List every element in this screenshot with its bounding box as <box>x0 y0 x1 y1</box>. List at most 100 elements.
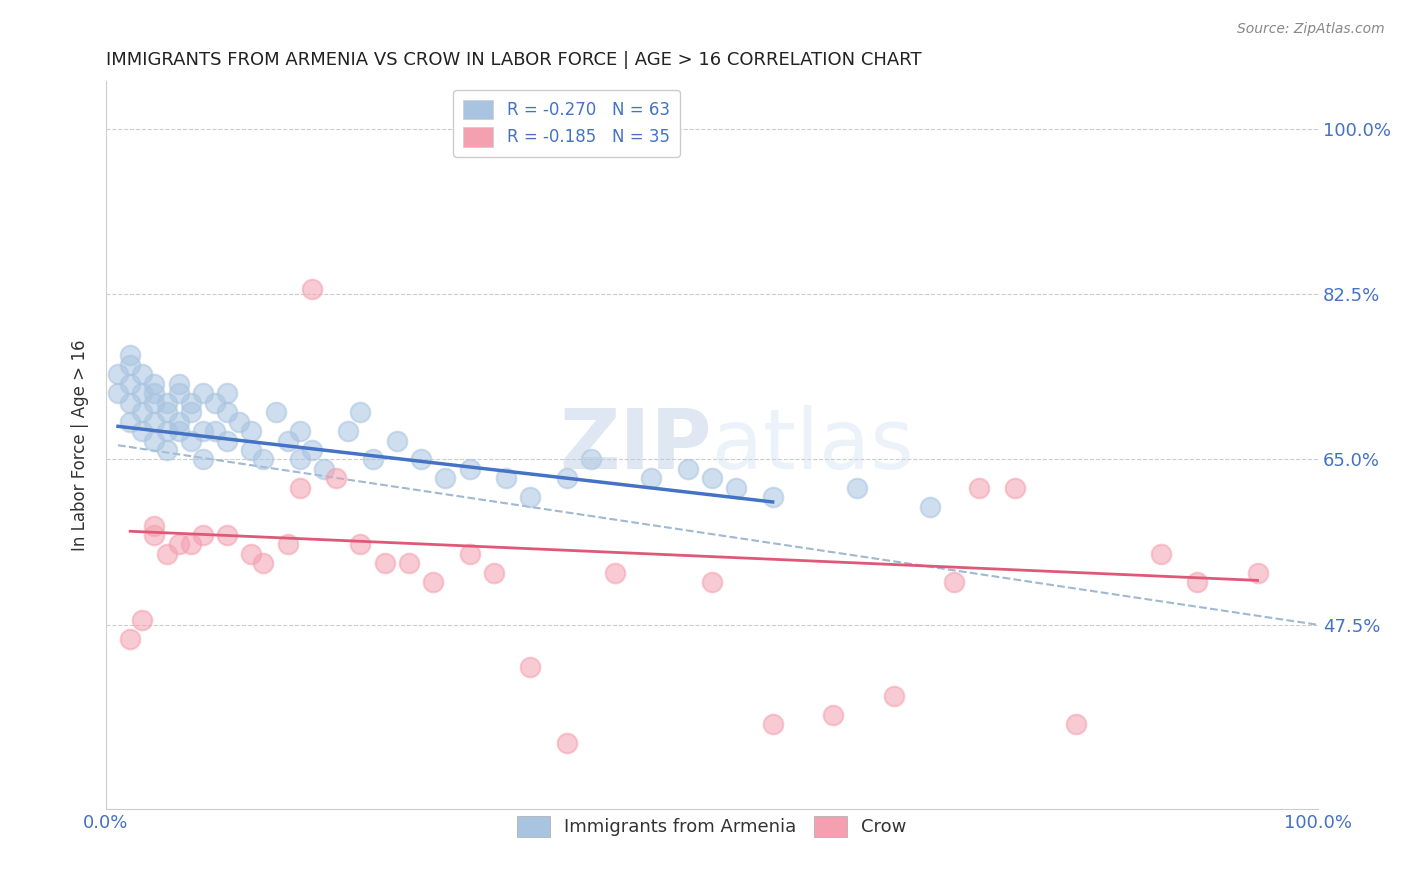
Point <box>120 376 142 391</box>
Point <box>700 471 723 485</box>
Text: atlas: atlas <box>711 405 914 486</box>
Point <box>361 452 384 467</box>
Point <box>458 462 481 476</box>
Point <box>217 434 239 448</box>
Point <box>191 386 214 401</box>
Point <box>579 452 602 467</box>
Point <box>120 358 142 372</box>
Point <box>228 415 250 429</box>
Point <box>482 566 505 580</box>
Point <box>264 405 287 419</box>
Point <box>325 471 347 485</box>
Point <box>120 415 142 429</box>
Point <box>155 442 177 457</box>
Point <box>240 424 263 438</box>
Point <box>434 471 457 485</box>
Point <box>143 395 166 409</box>
Point <box>409 452 432 467</box>
Point <box>288 452 311 467</box>
Point <box>204 395 226 409</box>
Point <box>1064 717 1087 731</box>
Text: Source: ZipAtlas.com: Source: ZipAtlas.com <box>1237 22 1385 37</box>
Legend: Immigrants from Armenia, Crow: Immigrants from Armenia, Crow <box>510 808 914 844</box>
Point <box>252 452 274 467</box>
Point <box>385 434 408 448</box>
Point <box>107 386 129 401</box>
Point <box>883 689 905 703</box>
Point <box>217 405 239 419</box>
Point <box>143 415 166 429</box>
Point <box>277 537 299 551</box>
Point <box>143 434 166 448</box>
Point <box>823 707 845 722</box>
Point <box>131 424 153 438</box>
Point <box>555 471 578 485</box>
Point <box>120 395 142 409</box>
Point <box>398 557 420 571</box>
Point <box>519 660 541 674</box>
Point <box>277 434 299 448</box>
Point <box>131 405 153 419</box>
Point <box>349 405 371 419</box>
Point <box>167 415 190 429</box>
Point <box>640 471 662 485</box>
Point <box>519 490 541 504</box>
Point <box>180 434 202 448</box>
Point <box>288 481 311 495</box>
Point <box>155 395 177 409</box>
Point <box>143 518 166 533</box>
Point <box>180 537 202 551</box>
Point <box>167 424 190 438</box>
Y-axis label: In Labor Force | Age > 16: In Labor Force | Age > 16 <box>72 340 89 551</box>
Text: ZIP: ZIP <box>560 405 711 486</box>
Point <box>762 490 785 504</box>
Point <box>180 395 202 409</box>
Point <box>155 424 177 438</box>
Point <box>1246 566 1268 580</box>
Point <box>143 528 166 542</box>
Point <box>676 462 699 476</box>
Point <box>167 386 190 401</box>
Point <box>374 557 396 571</box>
Point <box>180 405 202 419</box>
Point <box>967 481 990 495</box>
Point <box>555 736 578 750</box>
Point <box>1004 481 1026 495</box>
Point <box>1149 547 1171 561</box>
Point <box>349 537 371 551</box>
Point <box>191 452 214 467</box>
Point <box>155 405 177 419</box>
Point <box>301 442 323 457</box>
Point <box>337 424 360 438</box>
Point <box>1185 575 1208 590</box>
Point <box>240 547 263 561</box>
Point <box>167 537 190 551</box>
Point <box>314 462 336 476</box>
Point <box>762 717 785 731</box>
Point <box>131 368 153 382</box>
Point <box>846 481 869 495</box>
Point <box>155 547 177 561</box>
Point <box>920 500 942 514</box>
Point <box>301 282 323 296</box>
Point <box>120 632 142 646</box>
Point <box>252 557 274 571</box>
Point <box>458 547 481 561</box>
Point <box>120 348 142 362</box>
Point <box>131 613 153 627</box>
Point <box>167 376 190 391</box>
Point <box>204 424 226 438</box>
Point <box>725 481 748 495</box>
Point <box>143 386 166 401</box>
Point <box>191 528 214 542</box>
Point <box>217 386 239 401</box>
Point <box>191 424 214 438</box>
Point <box>495 471 517 485</box>
Point <box>131 386 153 401</box>
Point <box>943 575 966 590</box>
Text: IMMIGRANTS FROM ARMENIA VS CROW IN LABOR FORCE | AGE > 16 CORRELATION CHART: IMMIGRANTS FROM ARMENIA VS CROW IN LABOR… <box>105 51 921 69</box>
Point <box>240 442 263 457</box>
Point <box>107 368 129 382</box>
Point <box>603 566 626 580</box>
Point <box>700 575 723 590</box>
